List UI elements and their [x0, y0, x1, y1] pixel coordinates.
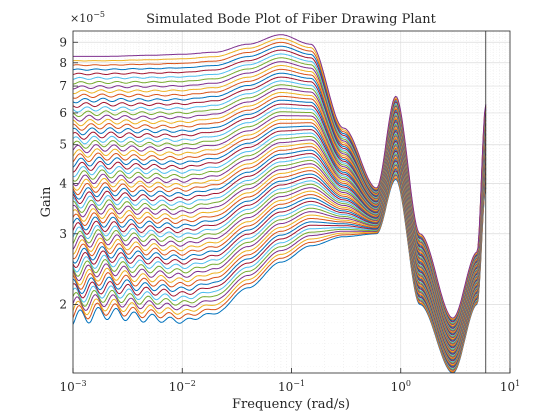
exponent-base: ×10: [70, 12, 93, 25]
x-axis: 10−3 10−2 10−1 100 101: [59, 368, 520, 394]
series-group: [73, 34, 487, 373]
x-tick-label: 100: [391, 379, 411, 394]
y-tick-label: 4: [59, 177, 67, 191]
x-tick-label: 10−3: [59, 379, 86, 394]
y-axis: 2 3 4 5 6 7 8 9: [59, 35, 78, 311]
x-tick-label: 10−1: [278, 379, 305, 394]
y-tick-label: 2: [59, 297, 67, 311]
x-tick-label: 10−2: [169, 379, 196, 394]
y-tick-label: 3: [59, 227, 67, 241]
series-line: [73, 34, 487, 319]
svg-text:×10−5: ×10−5: [70, 10, 105, 25]
grid: [72, 30, 510, 373]
y-exponent-label: ×10−5: [70, 10, 105, 25]
y-tick-label: 7: [59, 79, 67, 93]
x-axis-label: Frequency (rad/s): [232, 397, 350, 412]
y-tick-label: 8: [59, 56, 67, 70]
y-tick-label: 9: [59, 35, 67, 49]
chart-title: Simulated Bode Plot of Fiber Drawing Pla…: [146, 12, 436, 27]
x-tick-label: 101: [500, 379, 520, 394]
y-tick-label: 6: [59, 106, 67, 120]
exponent-power: −5: [93, 10, 105, 19]
y-axis-label: Gain: [39, 186, 54, 217]
y-tick-label: 5: [59, 138, 67, 152]
